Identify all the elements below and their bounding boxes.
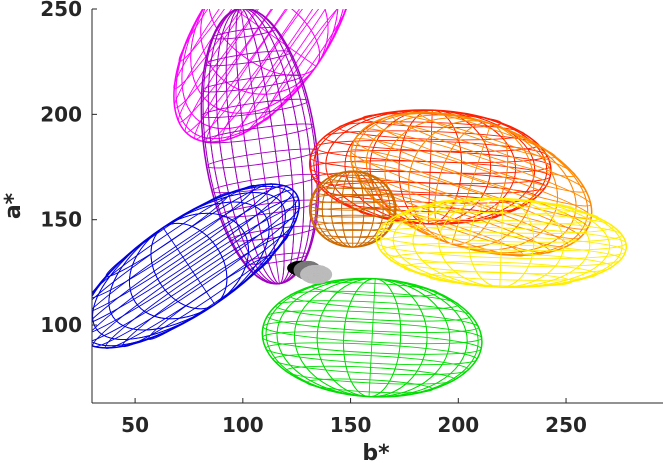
plot-top-mask [0,0,663,9]
ellipsoid-latitude [310,194,395,204]
ellipsoid-latitude [403,261,598,281]
ellipsoid-latitude [427,271,573,287]
ellipsoid-latitude [265,342,478,366]
ellipsoid-latitude [285,365,456,385]
ellipsoid-latitude [373,120,587,193]
ellipsoid-latitude [380,243,622,267]
ellipsoid-latitude [309,200,397,211]
ellipsoid-latitude [266,310,479,334]
ellipsoid-3 [350,111,593,257]
ellipsoid-latitude [220,0,355,142]
ellipsoid-latitude [338,121,526,141]
y-tick-label: 100 [40,313,82,337]
ellipsoid-latitude [376,226,627,252]
ellipsoid-meridian [208,0,321,76]
ellipsoid-latitude [122,233,289,348]
ellipsoid-latitude [200,98,309,119]
ellipsoid-meridian [163,228,215,305]
ellipsoid-latitude [309,160,551,185]
x-tick-label: 50 [121,413,149,437]
y-tick-label: 150 [40,208,82,232]
ellipsoid-latitude [202,123,315,144]
ellipsoid-latitude [354,138,592,219]
ellipsoid-meridian [380,198,623,288]
ellipsoid-latitude [311,282,439,297]
ellipsoid-latitude [381,218,623,243]
ellipsoid-latitude [390,211,614,234]
ellipsoid-latitude [391,114,576,177]
axes [91,8,663,404]
ellipsoid-latitude [405,204,600,225]
ellipsoid-meridian [369,279,375,397]
ellipsoid-latitude [351,161,581,240]
ellipsoid-5 [375,197,628,289]
ellipsoid-latitude [313,221,392,231]
x-tick-label: 200 [437,413,479,437]
ellipsoid-10 [300,265,333,284]
plot-bottom-mask [0,403,663,463]
ellipsoid-latitude [262,331,482,355]
x-tick-labels: 50 100 150 200 250 [121,413,587,437]
ellipsoid-meridian [175,0,354,140]
ellipsoid-meridian [300,265,332,284]
plot-left-mask [0,0,92,463]
ellipsoid-latitude [388,251,613,275]
ellipsoid-latitude [313,187,392,197]
ellipsoid-latitude [306,378,434,394]
ellipsoid-4 [308,170,397,248]
ellipsoid-latitude [361,128,592,207]
ellipsoid-meridian [310,170,395,248]
x-axis-label: b* [362,441,390,463]
ellipsoid-latitude [263,0,351,122]
ellipsoid-latitude [211,27,277,40]
ellipsoid-latitude [204,50,292,67]
ellipsoid-latitude [177,0,323,123]
ellipsoid-latitude [430,199,575,215]
ellipsoid-latitude [272,353,469,376]
ellipsoid-meridian [265,278,479,398]
ellipsoid-latitude [313,171,547,195]
ellipsoid-meridian [313,109,548,225]
x-tick-label: 150 [330,413,372,437]
ellipsoid-latitude [376,234,627,260]
ellipsoid-latitude [309,207,397,218]
ellipsoid-latitude [92,205,300,348]
ellipsoid-latitude [243,252,309,265]
ellipsoid-meridian [208,0,321,76]
ellipsoid-latitude [239,0,356,136]
ellipsoid-7 [261,277,483,398]
ellipsoid-latitude [211,173,320,194]
ellipsoid-latitude [362,113,502,128]
ellipsoid-meridian [354,112,589,256]
y-tick-labels: 100 150 200 250 [40,0,82,337]
x-tick-label: 250 [545,413,587,437]
ellipsoid-latitude [262,320,483,345]
ellipsoid-latitude [147,255,273,340]
x-tick-label: 100 [222,413,264,437]
y-tick-label: 250 [40,0,82,21]
ellipsoid-latitude [418,111,557,159]
y-axis-label: a* [1,192,26,219]
ellipsoid-latitude [288,290,460,310]
ellipsoid-latitude [201,74,302,93]
y-tick-label: 200 [40,102,82,126]
ellipsoid-marks [77,0,628,398]
ellipsoid-latitude [275,300,472,322]
ellipsoid-latitude [319,180,387,190]
